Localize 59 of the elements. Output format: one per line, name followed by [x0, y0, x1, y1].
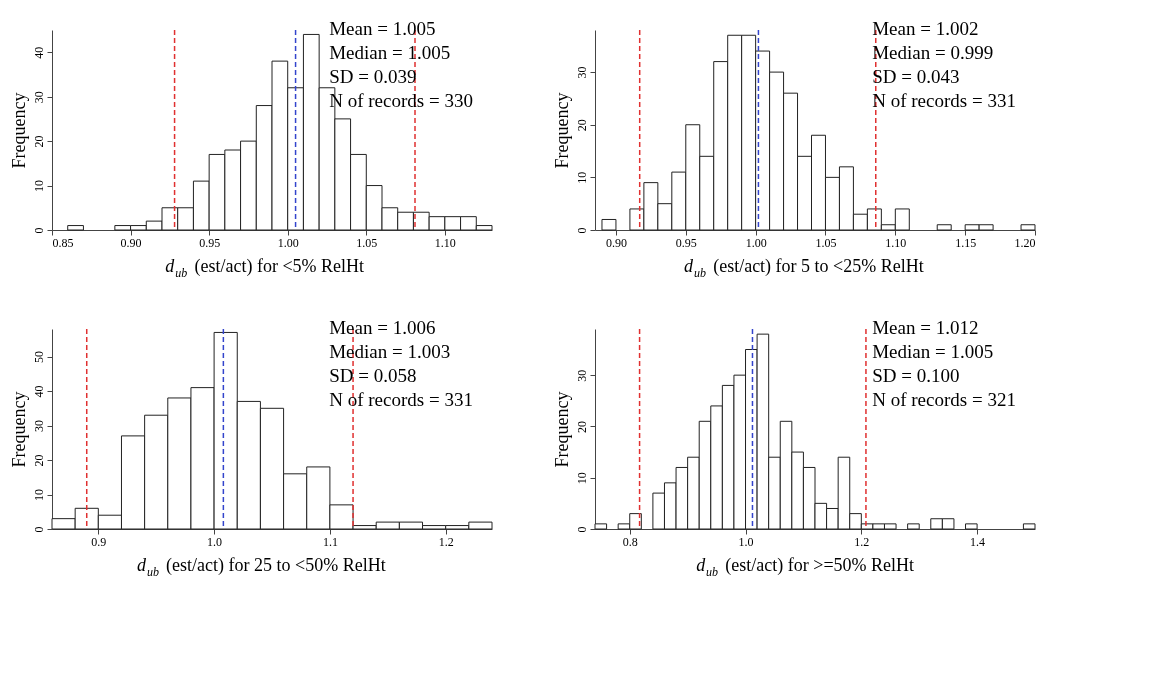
annotation: Median = 1.005: [872, 341, 994, 362]
y-tick-label: 0: [574, 526, 589, 533]
y-tick-label: 30: [574, 369, 589, 382]
x-tick-label: 1.15: [955, 235, 977, 250]
x-tick-label: 1.2: [438, 534, 454, 549]
x-tick-label: 1.00: [277, 235, 299, 250]
y-axis-title: Frequency: [551, 92, 572, 169]
x-tick-label: 1.00: [745, 235, 767, 250]
y-axis-title: Frequency: [551, 391, 572, 468]
y-tick-label: 20: [574, 119, 589, 132]
y-tick-label: 30: [31, 420, 46, 433]
annotation: Mean = 1.012: [872, 317, 979, 338]
annotation: SD = 0.100: [872, 365, 960, 386]
y-axis-title: Frequency: [8, 92, 29, 169]
x-tick-label: 0.85: [52, 235, 74, 250]
y-tick-label: 20: [574, 420, 589, 433]
y-tick-label: 10: [574, 171, 589, 184]
x-tick-label: 0.9: [91, 534, 107, 549]
annotation: Mean = 1.006: [329, 317, 436, 338]
y-tick-label: 40: [31, 46, 46, 59]
annotation: N of records = 331: [329, 389, 473, 410]
y-tick-label: 30: [31, 91, 46, 104]
x-tick-label: 0.95: [199, 235, 221, 250]
y-axis-title: Frequency: [8, 391, 29, 468]
y-tick-label: 0: [31, 227, 46, 234]
y-tick-label: 10: [574, 472, 589, 485]
annotation: Median = 0.999: [872, 42, 994, 63]
x-tick-label: 1.4: [970, 534, 986, 549]
annotation: N of records = 331: [872, 90, 1016, 111]
annotation: Median = 1.003: [329, 341, 451, 362]
annotation: Mean = 1.002: [872, 18, 979, 39]
y-tick-label: 20: [31, 454, 46, 467]
annotation: Median = 1.005: [329, 42, 451, 63]
y-tick-label: 50: [31, 351, 46, 364]
y-tick-label: 20: [31, 135, 46, 148]
x-tick-label: 1.10: [434, 235, 456, 250]
x-tick-label: 1.20: [1014, 235, 1036, 250]
annotation: SD = 0.058: [329, 365, 417, 386]
annotation: SD = 0.039: [329, 66, 417, 87]
x-tick-label: 1.0: [207, 534, 223, 549]
x-tick-label: 1.0: [738, 534, 754, 549]
y-tick-label: 10: [31, 180, 46, 193]
x-tick-label: 0.95: [675, 235, 697, 250]
annotation: Mean = 1.005: [329, 18, 436, 39]
y-tick-label: 0: [574, 227, 589, 234]
y-tick-label: 30: [574, 66, 589, 79]
x-tick-label: 1.1: [322, 534, 338, 549]
x-tick-label: 1.10: [885, 235, 907, 250]
y-tick-label: 10: [31, 489, 46, 502]
x-tick-label: 1.05: [815, 235, 837, 250]
y-tick-label: 0: [31, 526, 46, 533]
x-tick-label: 1.2: [854, 534, 870, 549]
x-tick-label: 0.90: [605, 235, 627, 250]
annotation: N of records = 321: [872, 389, 1016, 410]
annotation: SD = 0.043: [872, 66, 960, 87]
x-tick-label: 0.8: [622, 534, 638, 549]
y-tick-label: 40: [31, 385, 46, 398]
x-tick-label: 0.90: [120, 235, 142, 250]
x-tick-label: 1.05: [356, 235, 378, 250]
